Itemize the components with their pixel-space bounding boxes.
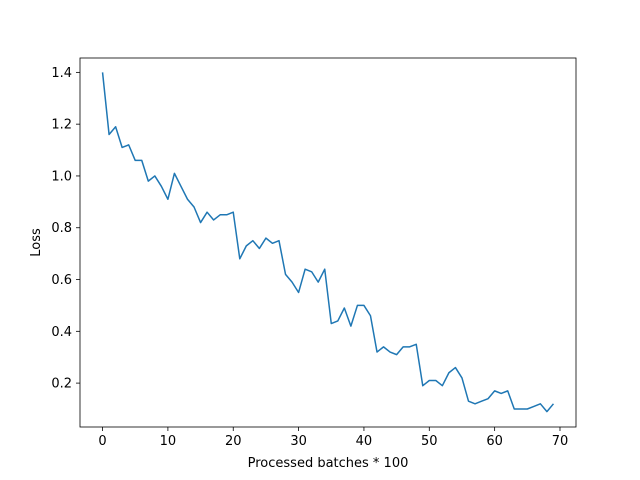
y-tick-label: 1.2 [51,118,72,133]
plot-area [101,72,555,413]
y-tick-label: 1.4 [51,66,72,81]
x-tick-label: 30 [290,434,307,449]
x-tick-label: 10 [160,434,177,449]
y-tick-label: 0.8 [51,221,72,236]
y-axis: 0.2 0.4 0.6 0.8 1.0 1.2 1.4 [51,66,80,392]
x-tick-label: 20 [225,434,242,449]
loss-series-line [101,72,555,413]
x-tick-label: 40 [356,434,373,449]
y-tick-label: 1.0 [51,169,72,184]
y-tick-label: 0.2 [51,377,72,392]
x-tick-label: 0 [98,434,106,449]
x-axis-label: Processed batches * 100 [248,456,409,471]
x-tick-label: 70 [552,434,569,449]
x-tick-label: 60 [486,434,503,449]
y-tick-label: 0.6 [51,273,72,288]
plot-frame [79,57,577,428]
y-tick-label: 0.4 [51,325,72,340]
x-axis: 0 10 20 30 40 50 60 70 [98,427,568,449]
x-tick-label: 50 [421,434,438,449]
y-axis-label: Loss [29,228,44,257]
